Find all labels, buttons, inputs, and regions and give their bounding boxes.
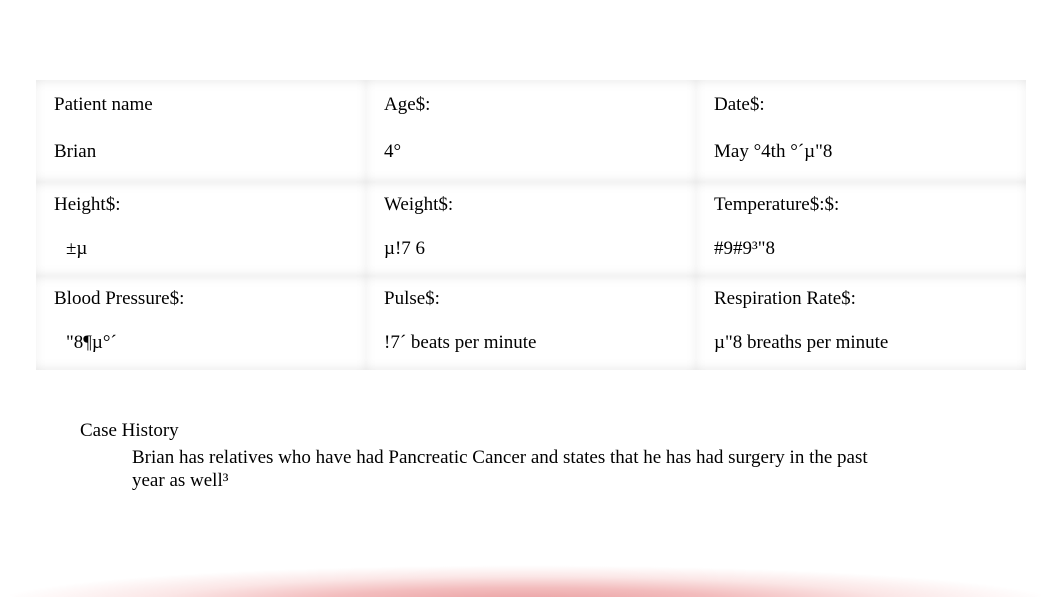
field-label: Weight$: [384,194,678,217]
field-label: Date$: [714,94,1008,117]
field-label: Age$: [384,94,678,117]
field-value: May °4th °´µ"8 [714,141,1008,164]
case-history-body: Brian has relatives who have had Pancrea… [132,446,892,492]
grid-row: Patient name Brian Age$: 4° Date$: May °… [36,80,1026,182]
field-label: Respiration Rate$: [714,288,1008,311]
field-pulse: Pulse$: !7´ beats per minute [366,276,696,370]
field-height: Height$: ±µ [36,182,366,276]
field-value: "8¶µ°´ [54,332,348,355]
case-history-section: Case History Brian has relatives who hav… [80,420,950,492]
field-label: Blood Pressure$: [54,288,348,311]
decorative-bottom-bar [4,565,1048,597]
field-value: µ"8 breaths per minute [714,332,1008,355]
field-value: ±µ [54,238,348,261]
patient-form-page: Patient name Brian Age$: 4° Date$: May °… [0,0,1062,597]
grid-row: Height$: ±µ Weight$: µ!7 6 Temperature$:… [36,182,1026,276]
field-value: #9#9³"8 [714,238,1008,261]
field-value: !7´ beats per minute [384,332,678,355]
field-age: Age$: 4° [366,80,696,182]
field-value: 4° [384,141,678,164]
field-patient-name: Patient name Brian [36,80,366,182]
field-date: Date$: May °4th °´µ"8 [696,80,1026,182]
field-weight: Weight$: µ!7 6 [366,182,696,276]
field-label: Patient name [54,94,348,117]
field-label: Pulse$: [384,288,678,311]
field-value: Brian [54,141,348,164]
grid-row: Blood Pressure$: "8¶µ°´ Pulse$: !7´ beat… [36,276,1026,370]
vitals-grid: Patient name Brian Age$: 4° Date$: May °… [36,80,1026,370]
case-history-title: Case History [80,420,950,442]
field-label: Temperature$:$: [714,194,1008,217]
field-temperature: Temperature$:$: #9#9³"8 [696,182,1026,276]
field-blood-pressure: Blood Pressure$: "8¶µ°´ [36,276,366,370]
field-label: Height$: [54,194,348,217]
field-respiration: Respiration Rate$: µ"8 breaths per minut… [696,276,1026,370]
field-value: µ!7 6 [384,238,678,261]
